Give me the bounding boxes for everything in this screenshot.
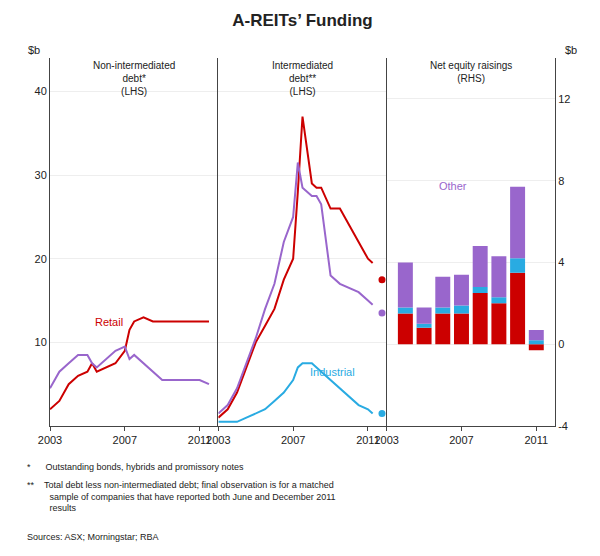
- svg-text:Net equity raisings(RHS): Net equity raisings(RHS): [430, 60, 512, 84]
- svg-text:2011: 2011: [188, 434, 212, 446]
- svg-text:40: 40: [35, 85, 47, 97]
- svg-text:** Total debt less non-inte: ** Total debt less non-intermediated deb…: [27, 480, 336, 513]
- svg-text:A-REITs’ Funding: A-REITs’ Funding: [232, 11, 372, 30]
- svg-text:Industrial: Industrial: [310, 366, 355, 378]
- svg-text:12: 12: [558, 93, 570, 105]
- svg-text:4: 4: [558, 256, 564, 268]
- svg-text:10: 10: [35, 336, 47, 348]
- svg-text:2007: 2007: [113, 434, 137, 446]
- svg-text:$b: $b: [28, 44, 40, 56]
- svg-text:2011: 2011: [524, 434, 548, 446]
- svg-text:2003: 2003: [206, 434, 230, 446]
- svg-text:Other: Other: [439, 180, 467, 192]
- svg-text:Sources: ASX; Morningstar; RBA: Sources: ASX; Morningstar; RBA: [27, 532, 159, 542]
- svg-text:Intermediateddebt**(LHS): Intermediateddebt**(LHS): [272, 60, 333, 97]
- svg-text:Retail: Retail: [95, 316, 123, 328]
- svg-text:30: 30: [35, 169, 47, 181]
- svg-text:$b: $b: [565, 44, 577, 56]
- svg-text:0: 0: [558, 338, 564, 350]
- svg-text:2011: 2011: [356, 434, 380, 446]
- svg-text:2003: 2003: [374, 434, 398, 446]
- svg-text:20: 20: [35, 253, 47, 265]
- svg-text:* Outstanding bonds, hybr: * Outstanding bonds, hybrids and promiss…: [27, 462, 244, 472]
- svg-text:8: 8: [558, 175, 564, 187]
- svg-text:2007: 2007: [449, 434, 473, 446]
- svg-text:-4: -4: [558, 420, 568, 432]
- svg-text:Non-intermediateddebt*(LHS): Non-intermediateddebt*(LHS): [93, 60, 175, 97]
- svg-text:2003: 2003: [38, 434, 62, 446]
- svg-text:2007: 2007: [281, 434, 305, 446]
